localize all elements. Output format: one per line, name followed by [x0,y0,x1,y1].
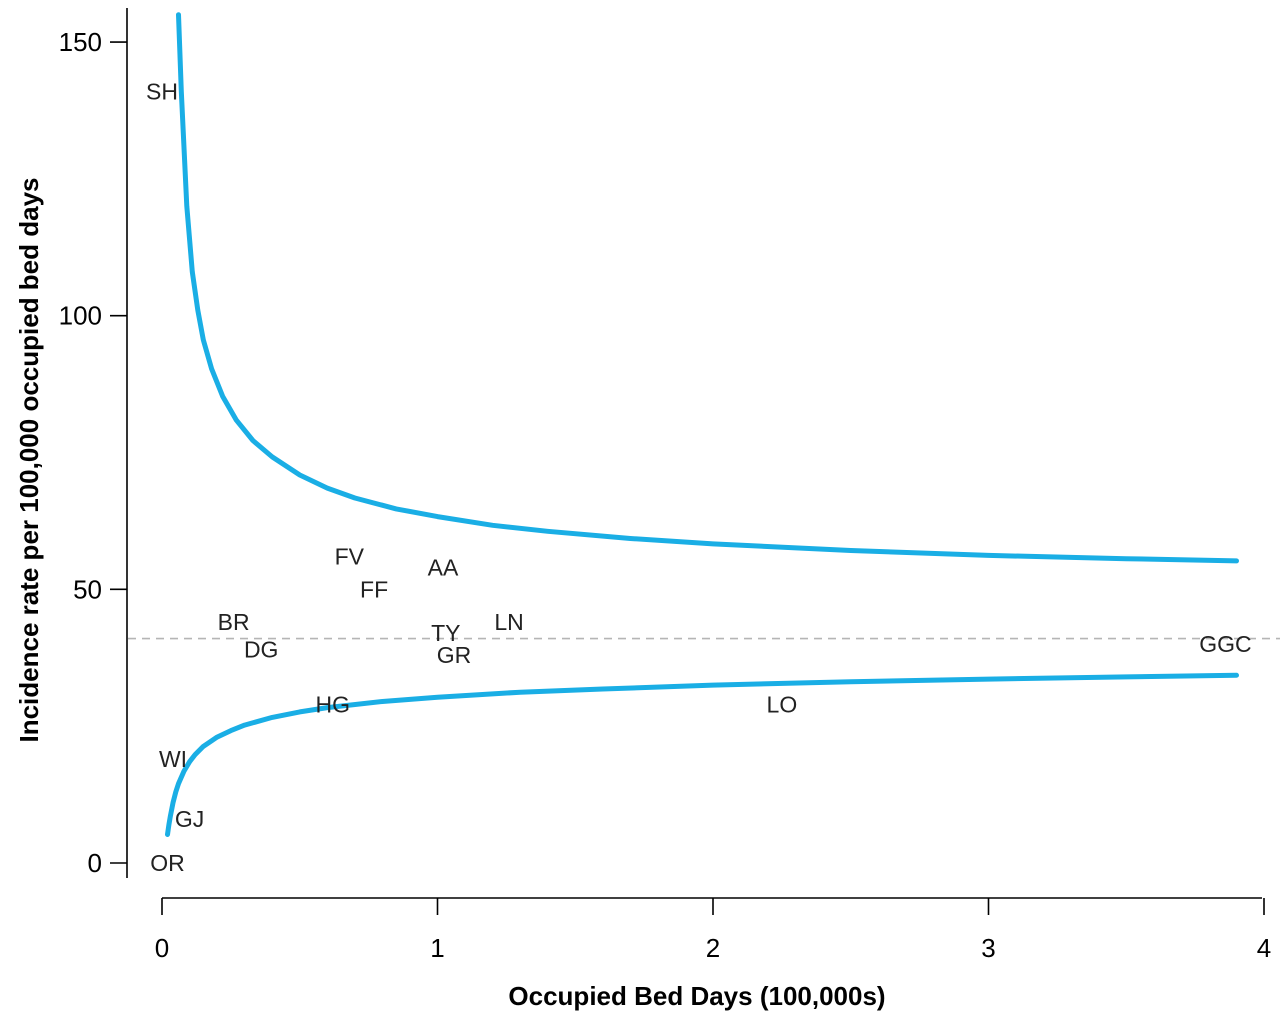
point-label-lo: LO [767,691,798,717]
x-ticks: 0 1 2 3 4 [155,898,1271,963]
point-label-ggc: GGC [1199,631,1251,657]
x-tick-label: 0 [155,933,169,963]
point-label-ln: LN [494,609,523,635]
point-label-dg: DG [244,637,279,663]
x-tick-label: 3 [981,933,995,963]
y-ticks: 0 50 100 150 [59,27,127,878]
point-label-ff: FF [360,576,388,602]
point-label-hg: HG [316,691,351,717]
point-labels: SH FV AA FF BR LN TY DG GR GGC HG LO WI GJ OR [146,78,1252,876]
upper-control-limit-curve [176,12,1239,564]
y-tick-label: 150 [59,27,102,57]
y-axis-title: Incidence rate per 100,000 occupied bed … [14,177,44,742]
point-label-wi: WI [159,746,187,772]
y-tick-label: 0 [88,848,102,878]
lower-control-limit-curve [165,672,1239,837]
y-tick-label: 100 [59,301,102,331]
y-tick-label: 50 [73,574,102,604]
point-label-fv: FV [335,544,365,570]
x-tick-label: 4 [1257,933,1271,963]
point-label-or: OR [150,850,185,876]
axes [126,8,1262,899]
control-limit-curves [165,12,1239,837]
point-label-br: BR [218,609,250,635]
x-tick-label: 1 [430,933,444,963]
point-label-aa: AA [428,555,459,581]
point-label-gr: GR [437,642,472,668]
point-label-ty: TY [431,620,460,646]
x-axis-title: Occupied Bed Days (100,000s) [508,981,885,1011]
x-tick-label: 2 [706,933,720,963]
point-label-gj: GJ [175,806,204,832]
point-label-sh: SH [146,78,178,104]
